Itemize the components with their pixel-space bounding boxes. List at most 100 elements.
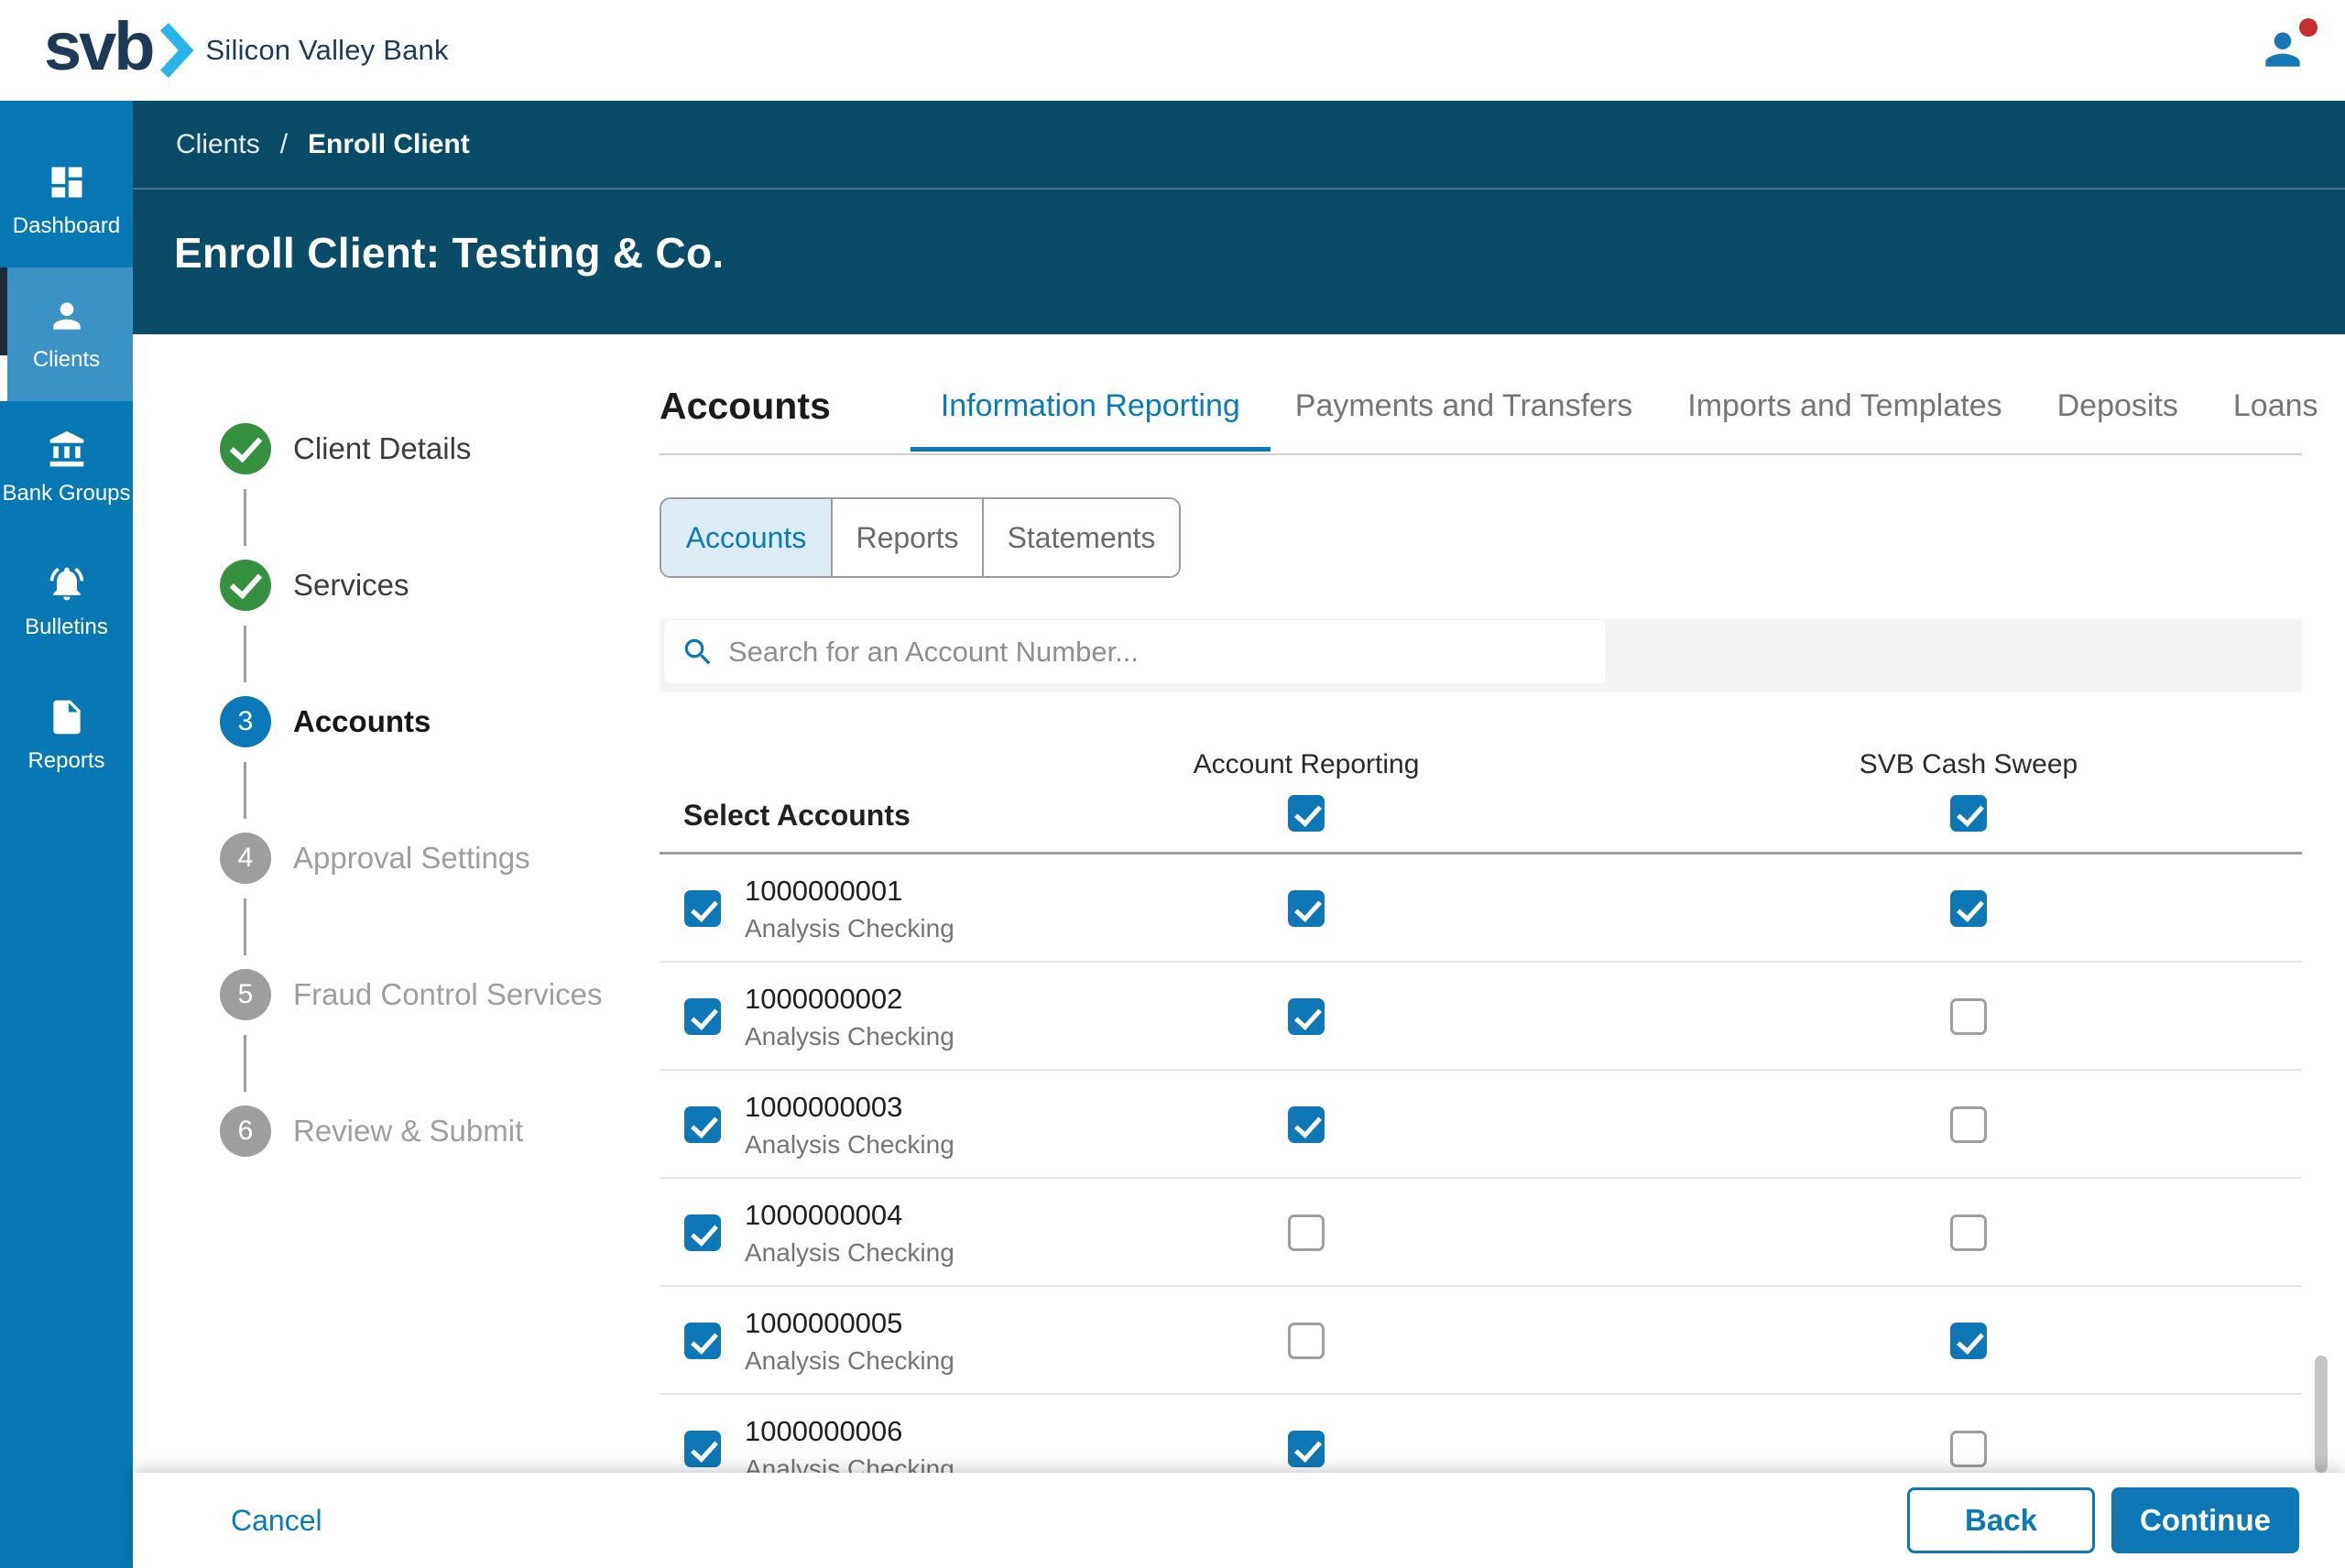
action-footer: Cancel Back Continue <box>133 1473 2345 1568</box>
cash-sweep-checkbox[interactable] <box>1950 1323 1987 1359</box>
account-cell: 1000000002 Analysis Checking <box>745 963 954 1071</box>
bulletins-icon <box>49 567 83 601</box>
step-label: Client Details <box>293 431 472 465</box>
tab-loans[interactable]: Loans <box>2232 387 2318 423</box>
sidebar-item-label: Dashboard <box>12 213 121 238</box>
column-header-svb-cash-sweep: SVB Cash Sweep <box>1859 749 2078 779</box>
sidebar-item-dashboard[interactable]: Dashboard <box>0 134 133 267</box>
step-fraud-control-services[interactable]: 5 Fraud Control Services <box>220 969 650 1105</box>
cash-sweep-checkbox[interactable] <box>1950 1431 1987 1467</box>
cash-sweep-checkbox[interactable] <box>1950 890 1987 927</box>
cash-sweep-checkbox[interactable] <box>1950 1214 1987 1251</box>
sidebar: Dashboard Clients Bank Groups Bulletins … <box>0 101 133 1568</box>
step-label: Review & Submit <box>293 1114 524 1148</box>
account-number: 1000000005 <box>745 1306 903 1339</box>
cash-sweep-select-all-checkbox[interactable] <box>1950 795 1987 832</box>
sidebar-item-label: Clients <box>32 347 101 372</box>
step-number-badge: 6 <box>220 1105 271 1157</box>
account-type: Analysis Checking <box>745 1237 954 1267</box>
enrollment-stepper: 1 Client Details 2 Services 3 Accounts 4… <box>220 423 650 1242</box>
account-search <box>663 619 1607 685</box>
continue-button[interactable]: Continue <box>2111 1487 2299 1553</box>
sidebar-item-bank-groups[interactable]: Bank Groups <box>0 401 133 535</box>
account-cell: 1000000001 Analysis Checking <box>745 855 954 963</box>
search-input[interactable] <box>728 625 1606 680</box>
logo-chevron-icon <box>159 22 193 79</box>
account-reporting-checkbox[interactable] <box>1288 890 1325 927</box>
account-reporting-checkbox[interactable] <box>1288 1214 1325 1251</box>
breadcrumb-current: Enroll Client <box>308 128 470 159</box>
subtab-accounts[interactable]: Accounts <box>661 499 831 576</box>
reporting-subtabs: Accounts Reports Statements <box>660 497 1181 578</box>
select-accounts-label: Select Accounts <box>683 799 911 832</box>
company-name: Silicon Valley Bank <box>205 34 449 66</box>
accounts-table-body: 1000000001 Analysis Checking 1000000002 … <box>660 855 2302 1473</box>
account-reporting-checkbox[interactable] <box>1288 1106 1325 1143</box>
tab-deposits[interactable]: Deposits <box>2056 387 2178 423</box>
vertical-scrollbar-thumb[interactable] <box>2315 1356 2328 1473</box>
step-services[interactable]: 2 Services <box>220 560 650 696</box>
step-review-submit[interactable]: 6 Review & Submit <box>220 1105 650 1242</box>
table-row: 1000000001 Analysis Checking <box>660 855 2302 963</box>
account-reporting-checkbox[interactable] <box>1288 998 1325 1035</box>
account-type: Analysis Checking <box>745 1345 954 1375</box>
svb-logo: svb Silicon Valley Bank <box>44 0 449 101</box>
subtab-reports[interactable]: Reports <box>831 499 982 576</box>
select-account-checkbox[interactable] <box>684 1106 721 1143</box>
step-accounts[interactable]: 3 Accounts <box>220 696 650 833</box>
service-tabs: Accounts Information Reporting Payments … <box>660 334 2318 455</box>
select-account-checkbox[interactable] <box>684 998 721 1035</box>
table-row: 1000000002 Analysis Checking <box>660 963 2302 1071</box>
account-reporting-checkbox[interactable] <box>1288 1431 1325 1467</box>
step-label: Services <box>293 568 409 602</box>
select-account-checkbox[interactable] <box>684 1323 721 1359</box>
top-header: svb Silicon Valley Bank <box>0 0 2345 101</box>
cash-sweep-checkbox[interactable] <box>1950 998 1987 1035</box>
back-button[interactable]: Back <box>1907 1487 2095 1553</box>
subtab-statements[interactable]: Statements <box>982 499 1179 576</box>
search-strip <box>660 619 2302 692</box>
cancel-button[interactable]: Cancel <box>231 1503 322 1537</box>
step-number-badge: 4 <box>220 833 271 884</box>
table-row: 1000000003 Analysis Checking <box>660 1071 2302 1179</box>
select-account-checkbox[interactable] <box>684 1431 721 1467</box>
search-icon <box>684 638 711 665</box>
cash-sweep-checkbox[interactable] <box>1950 1106 1987 1143</box>
account-type: Analysis Checking <box>745 1021 954 1051</box>
sidebar-item-bulletins[interactable]: Bulletins <box>0 535 133 669</box>
tab-information-reporting[interactable]: Information Reporting <box>910 387 1271 452</box>
account-reporting-checkbox[interactable] <box>1288 1323 1325 1359</box>
breadcrumb-clients-link[interactable]: Clients <box>176 128 260 159</box>
tab-payments-and-transfers[interactable]: Payments and Transfers <box>1294 387 1633 423</box>
section-title: Accounts <box>660 384 831 427</box>
step-approval-settings[interactable]: 4 Approval Settings <box>220 833 650 969</box>
reports-icon <box>52 700 81 735</box>
step-number-badge: 5 <box>220 969 271 1020</box>
user-menu-button[interactable] <box>2257 18 2318 81</box>
user-icon <box>2265 32 2300 67</box>
account-number: 1000000006 <box>745 1414 903 1447</box>
step-done-check-icon: 1 <box>220 423 271 474</box>
step-label: Fraud Control Services <box>293 977 603 1011</box>
page-header: Clients / Enroll Client Enroll Client: T… <box>133 101 2345 334</box>
account-type: Analysis Checking <box>745 913 954 942</box>
account-reporting-select-all-checkbox[interactable] <box>1288 795 1325 832</box>
account-type: Analysis Checking <box>745 1454 954 1474</box>
account-number: 1000000004 <box>745 1198 903 1231</box>
step-client-details[interactable]: 1 Client Details <box>220 423 650 560</box>
account-cell: 1000000005 Analysis Checking <box>745 1287 954 1395</box>
tab-imports-and-templates[interactable]: Imports and Templates <box>1687 387 2002 423</box>
breadcrumb: Clients / Enroll Client <box>133 101 2345 190</box>
sidebar-item-clients[interactable]: Clients <box>0 267 133 401</box>
step-done-check-icon: 2 <box>220 560 271 611</box>
select-account-checkbox[interactable] <box>684 1214 721 1251</box>
select-account-checkbox[interactable] <box>684 890 721 927</box>
sidebar-item-label: Bank Groups <box>2 481 131 506</box>
account-type: Analysis Checking <box>745 1129 954 1159</box>
dashboard-icon <box>51 167 82 198</box>
sidebar-item-reports[interactable]: Reports <box>0 669 133 802</box>
main-panel: Accounts Information Reporting Payments … <box>660 334 2318 1473</box>
bank-groups-icon <box>49 430 83 467</box>
account-number: 1000000001 <box>745 874 903 907</box>
